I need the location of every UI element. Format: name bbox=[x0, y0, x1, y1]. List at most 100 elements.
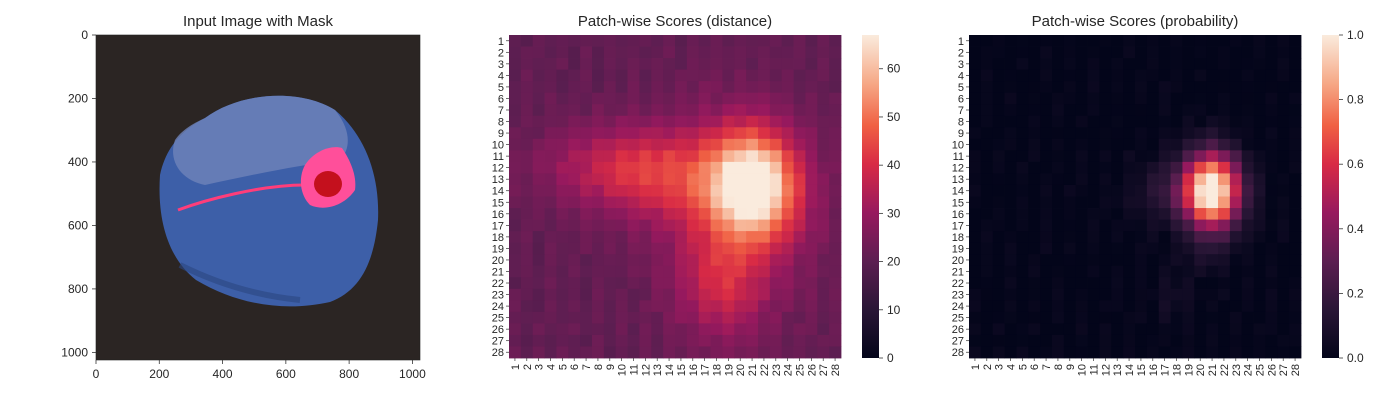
heatmap-cell bbox=[675, 219, 688, 232]
heatmap-cell bbox=[532, 346, 545, 359]
heatmap-cell bbox=[1063, 300, 1077, 313]
heatmap-cell bbox=[1253, 323, 1266, 336]
heatmap-cell bbox=[532, 288, 545, 301]
heatmap-cell bbox=[1277, 265, 1290, 278]
heatmap-cell bbox=[544, 92, 557, 105]
heatmap-cell bbox=[556, 46, 569, 59]
heatmap-cell bbox=[793, 115, 806, 128]
heatmap-cell bbox=[1289, 150, 1302, 163]
heatmap-cell bbox=[805, 161, 818, 174]
probability-heatmap-y-axis: 1234567891011121314151617181920212223242… bbox=[952, 36, 969, 359]
heatmap-cell bbox=[1135, 288, 1148, 301]
heatmap-cell bbox=[520, 173, 534, 186]
heatmap-cell bbox=[805, 323, 818, 336]
heatmap-cell bbox=[1099, 300, 1112, 313]
heatmap-cell bbox=[1146, 173, 1160, 186]
probability-colorbar-ticks: 0.00.20.40.60.81.0 bbox=[1339, 28, 1364, 365]
heatmap-cell bbox=[1206, 161, 1219, 174]
heatmap-cell bbox=[639, 288, 652, 301]
heatmap-cell bbox=[580, 288, 593, 301]
heatmap-cell bbox=[1028, 127, 1041, 140]
heatmap-cell bbox=[568, 46, 581, 59]
heatmap-cell bbox=[520, 311, 534, 324]
heatmap-cell bbox=[992, 196, 1005, 209]
heatmap-cell bbox=[1241, 219, 1254, 232]
heatmap-cell bbox=[969, 150, 982, 163]
heatmap-cell bbox=[627, 334, 640, 347]
heatmap-cell bbox=[805, 81, 818, 94]
heatmap-cell bbox=[568, 92, 581, 105]
heatmap-cell bbox=[734, 161, 747, 174]
heatmap-cell bbox=[1277, 208, 1290, 220]
heatmap-cell bbox=[1194, 323, 1207, 336]
heatmap-cell bbox=[1253, 161, 1266, 174]
heatmap-cell bbox=[663, 311, 676, 324]
heatmap-cell bbox=[1218, 300, 1231, 313]
heatmap-cell bbox=[805, 208, 818, 220]
heatmap-cell bbox=[1265, 69, 1278, 82]
heatmap-cell bbox=[509, 300, 522, 313]
heatmap-cell bbox=[817, 58, 830, 71]
heatmap-cell bbox=[1040, 161, 1053, 174]
heatmap-cell bbox=[1265, 46, 1278, 59]
heatmap-cell bbox=[1063, 242, 1077, 255]
heatmap-cell bbox=[1277, 115, 1290, 128]
heatmap-cell bbox=[509, 196, 522, 209]
heatmap-cell bbox=[992, 81, 1005, 94]
heatmap-cell bbox=[1052, 138, 1065, 151]
heatmap-cell bbox=[615, 300, 628, 313]
heatmap-cell bbox=[758, 150, 771, 163]
heatmap-cell bbox=[1265, 311, 1278, 324]
heatmap-cell bbox=[1063, 161, 1077, 174]
heatmap-cell bbox=[603, 127, 617, 140]
heatmap-cell bbox=[1052, 69, 1065, 82]
heatmap-cell bbox=[1253, 173, 1266, 186]
heatmap-cell bbox=[627, 254, 640, 267]
heatmap-cell bbox=[1182, 81, 1195, 94]
heatmap-cell bbox=[722, 231, 735, 244]
heatmap-cell bbox=[1170, 150, 1183, 163]
heatmap-cell bbox=[1052, 265, 1065, 278]
heatmap-cell bbox=[781, 346, 794, 359]
heatmap-cell bbox=[615, 115, 628, 128]
heatmap-cell bbox=[1028, 196, 1041, 209]
heatmap-cell bbox=[980, 161, 994, 174]
heatmap-cell bbox=[1028, 219, 1041, 232]
heatmap-cell bbox=[627, 184, 640, 197]
heatmap-cell bbox=[544, 161, 557, 174]
heatmap-cell bbox=[520, 92, 534, 105]
heatmap-cell bbox=[1194, 127, 1207, 140]
heatmap-cell bbox=[1289, 184, 1302, 197]
heatmap-cell bbox=[781, 242, 794, 255]
heatmap-cell bbox=[532, 311, 545, 324]
heatmap-cell bbox=[1194, 138, 1207, 151]
heatmap-cell bbox=[1241, 115, 1254, 128]
heatmap-cell bbox=[1170, 104, 1183, 117]
heatmap-x-tick-label: 24 bbox=[783, 364, 795, 376]
heatmap-cell bbox=[1206, 288, 1219, 301]
heatmap-cell bbox=[710, 92, 723, 105]
heatmap-cell bbox=[603, 219, 617, 232]
heatmap-cell bbox=[1087, 81, 1100, 94]
heatmap-cell bbox=[1218, 46, 1231, 59]
heatmap-cell bbox=[1016, 150, 1029, 163]
heatmap-cell bbox=[793, 81, 806, 94]
heatmap-cell bbox=[746, 150, 759, 163]
heatmap-cell bbox=[1206, 277, 1219, 290]
heatmap-cell bbox=[698, 196, 711, 209]
heatmap-x-tick-label: 15 bbox=[1136, 364, 1148, 376]
heatmap-cell bbox=[1182, 219, 1195, 232]
heatmap-cell bbox=[1135, 184, 1148, 197]
heatmap-cell bbox=[603, 115, 617, 128]
heatmap-cell bbox=[817, 184, 830, 197]
heatmap-cell bbox=[580, 196, 593, 209]
heatmap-cell bbox=[1194, 300, 1207, 313]
heatmap-cell bbox=[615, 104, 628, 117]
heatmap-cell bbox=[520, 254, 534, 267]
heatmap-cell bbox=[1277, 231, 1290, 244]
heatmap-cell bbox=[746, 323, 759, 336]
heatmap-cell bbox=[793, 231, 806, 244]
heatmap-cell bbox=[1075, 265, 1088, 278]
heatmap-cell bbox=[1016, 254, 1029, 267]
heatmap-cell bbox=[1063, 334, 1077, 347]
